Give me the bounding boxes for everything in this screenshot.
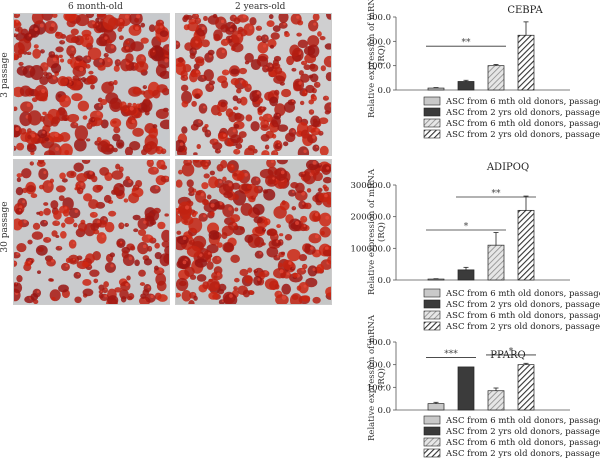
significance-label: ** xyxy=(462,38,472,48)
legend-label: ASC from 6 mth old donors, passage 30 xyxy=(445,311,600,321)
y-tick-label: 300.0 xyxy=(367,13,391,23)
legend-label: ASC from 2 yrs old donors, passage 30 xyxy=(445,449,600,459)
significance-label: * xyxy=(509,347,514,357)
significance-label: * xyxy=(464,222,469,232)
y-axis-label: Relative expression of mRNA(RQ) xyxy=(367,168,387,295)
legend-swatch xyxy=(423,321,441,331)
legend-label: ASC from 6 mth old donors, passage 3 xyxy=(445,97,600,107)
legend-swatch xyxy=(423,107,441,117)
bar-adipoq-2 xyxy=(487,244,505,281)
legend-swatch xyxy=(423,426,441,436)
bar-cebpa-1 xyxy=(457,81,475,91)
legend-label: ASC from 6 mth old donors, passage 30 xyxy=(445,119,600,129)
y-tick-label: 0.0 xyxy=(377,276,391,286)
significance-label: *** xyxy=(444,349,458,359)
bar-cebpa-0 xyxy=(427,87,445,91)
y-tick-label: 0.0 xyxy=(377,86,391,96)
legend-swatch xyxy=(423,310,441,320)
column-label-6-month: 6 month-old xyxy=(68,2,123,12)
micrograph-6mo-p3 xyxy=(13,13,170,156)
legend-swatch xyxy=(423,415,441,425)
chart-title: PPARQ xyxy=(490,350,526,361)
legend-swatch xyxy=(423,129,441,139)
legend-label: ASC from 6 mth old donors, passage 30 xyxy=(445,438,600,448)
legend-swatch xyxy=(423,437,441,447)
legend-swatch xyxy=(423,299,441,309)
legend-label: ASC from 6 mth old donors, passage 3 xyxy=(445,289,600,299)
legend-label: ASC from 2 yrs old donors, passage 30 xyxy=(445,322,600,332)
legend-swatch xyxy=(423,96,441,106)
bar-pparq-1 xyxy=(457,366,475,411)
bar-pparq-3 xyxy=(517,364,535,411)
chart-title: CEBPA xyxy=(507,5,543,16)
chart-adipoq: ADIPOQ Relative expression of mRNA(RQ)0.0… xyxy=(350,162,600,332)
legend-swatch xyxy=(423,118,441,128)
y-tick-label: 0.0 xyxy=(377,406,391,416)
y-tick-label: 100000.0 xyxy=(350,244,391,254)
bar-cebpa-3 xyxy=(517,34,535,91)
y-tick-label: 200000.0 xyxy=(350,213,391,223)
legend-label: ASC from 6 mth old donors, passage 3 xyxy=(445,416,600,426)
legend-label: ASC from 2 yrs old donors, passage 3 xyxy=(445,108,600,118)
y-tick-label: 300.0 xyxy=(367,338,391,348)
significance-label: ** xyxy=(492,189,502,199)
bar-pparq-0 xyxy=(427,403,445,411)
bar-adipoq-0 xyxy=(427,278,445,281)
micrograph-2yr-p3 xyxy=(175,13,332,156)
column-label-2-years: 2 years-old xyxy=(235,2,286,12)
legend-label: ASC from 2 yrs old donors, passage 30 xyxy=(445,130,600,140)
legend-label: ASC from 2 yrs old donors, passage 3 xyxy=(445,427,600,437)
micrograph-2yr-p30 xyxy=(175,159,332,305)
chart-title: ADIPOQ xyxy=(486,162,529,173)
y-tick-label: 300000.0 xyxy=(350,181,391,191)
bar-cebpa-2 xyxy=(487,65,505,91)
legend-label: ASC from 2 yrs old donors, passage 3 xyxy=(445,300,600,310)
bar-adipoq-1 xyxy=(457,269,475,281)
y-tick-label: 200.0 xyxy=(367,37,391,47)
legend-swatch xyxy=(423,448,441,458)
chart-pparq: PPARQ Relative expression of mRNA(RQ)0.0 1… xyxy=(367,314,600,459)
micrograph-6mo-p30 xyxy=(13,159,170,305)
y-tick-label: 100.0 xyxy=(367,62,391,72)
y-tick-label: 200.0 xyxy=(367,361,391,371)
y-axis-label: Relative expression of mRNA(RQ) xyxy=(367,314,387,441)
bar-pparq-2 xyxy=(487,390,505,411)
bar-adipoq-3 xyxy=(517,209,535,281)
chart-cebpa: CEBPA Relative expression of mRNA(RQ)0.0 1… xyxy=(367,0,600,140)
y-axis-label: Relative expression of mRNA(RQ) xyxy=(367,0,387,118)
y-tick-label: 100.0 xyxy=(367,383,391,393)
legend-swatch xyxy=(423,288,441,298)
